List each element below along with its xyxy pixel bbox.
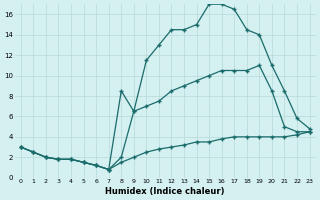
X-axis label: Humidex (Indice chaleur): Humidex (Indice chaleur) [106, 187, 225, 196]
